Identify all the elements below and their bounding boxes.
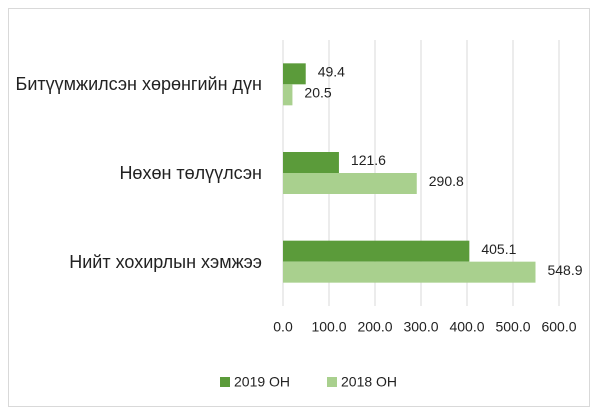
x-tick-label: 0.0 [273, 319, 293, 335]
legend-swatch [327, 377, 337, 387]
legend-label: 2019 ОН [234, 374, 290, 390]
value-label: 290.8 [429, 173, 464, 189]
value-label: 405.1 [481, 241, 516, 257]
x-tick-label: 100.0 [311, 319, 346, 335]
category-text: Нийт хохирлын хэмжээ [69, 251, 262, 272]
x-tick-label: 300.0 [403, 319, 438, 335]
value-label: 49.4 [318, 64, 345, 80]
x-tick-label: 200.0 [357, 319, 392, 335]
bar [283, 173, 417, 194]
x-tick-label: 400.0 [449, 319, 484, 335]
value-label: 548.9 [547, 262, 582, 278]
x-tick-label: 600.0 [541, 319, 576, 335]
category-text: Битүүмжилсэн хөрөнгийн дүн [15, 74, 262, 95]
category-label: Нөхөн төлүүлсэн [2, 143, 262, 203]
category-label: Битүүмжилсэн хөрөнгийн дүн [2, 54, 262, 114]
bar [283, 240, 470, 262]
bar [283, 152, 339, 173]
bar [283, 261, 536, 283]
legend-label: 2018 ОН [341, 374, 397, 390]
x-tick-label: 500.0 [495, 319, 530, 335]
value-label: 20.5 [304, 85, 331, 101]
chart-border [8, 8, 590, 407]
legend-swatch [220, 377, 230, 387]
category-text: Нөхөн төлүүлсэн [119, 163, 262, 183]
bar [283, 84, 293, 106]
value-label: 121.6 [351, 152, 386, 168]
category-label: Нийт хохирлын хэмжээ [2, 232, 262, 292]
bar [283, 63, 306, 85]
